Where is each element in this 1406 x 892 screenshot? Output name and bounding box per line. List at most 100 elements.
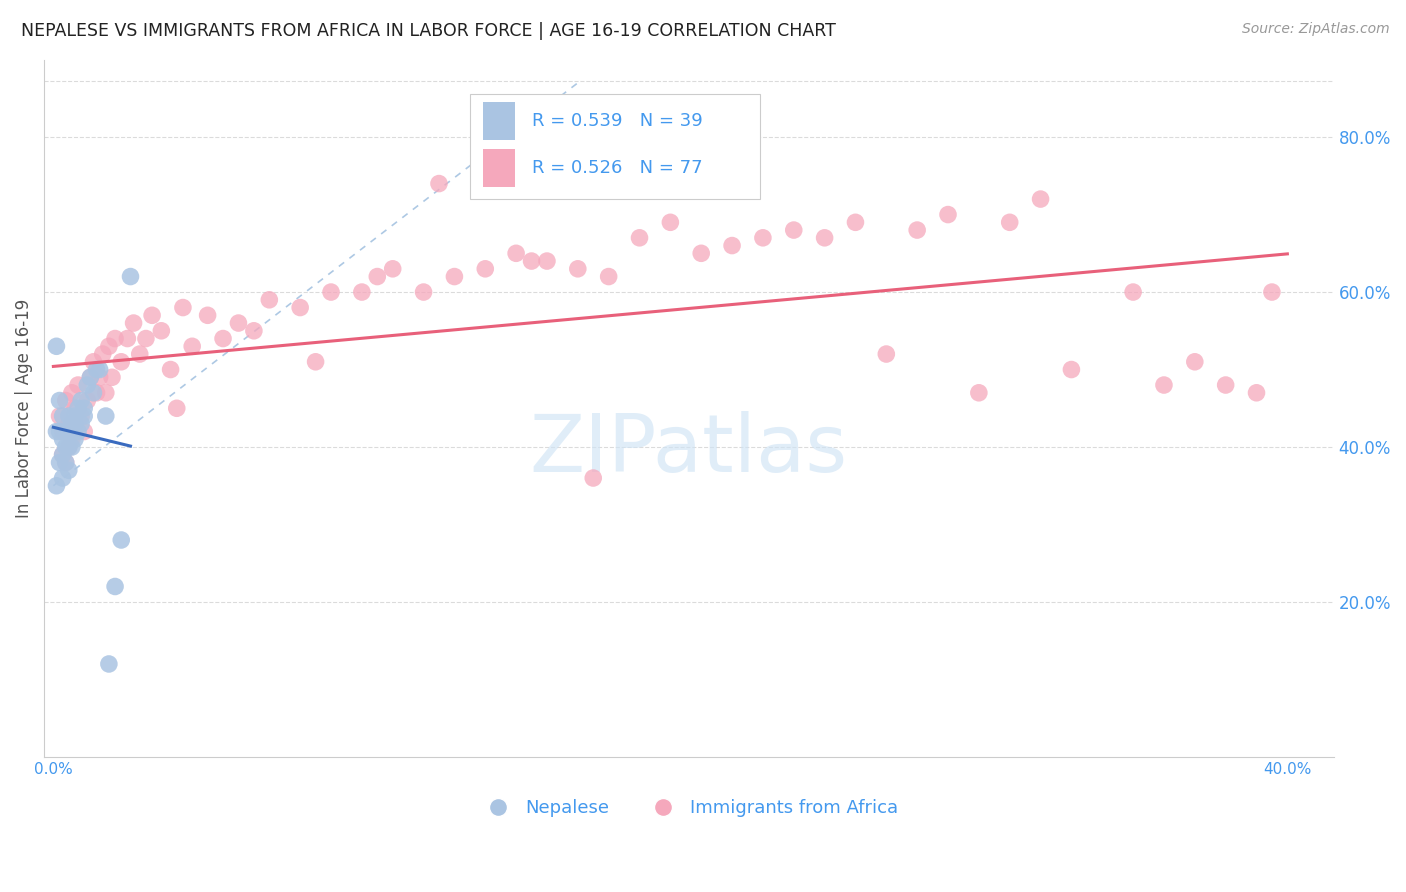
Point [1184,355,1206,369]
Point [505,246,527,260]
Point [73,401,96,416]
Point [135,332,157,346]
Point [86,362,108,376]
Point [82,385,104,400]
Point [60,385,83,400]
Point [58,425,80,439]
Point [63,417,86,431]
Point [48,425,70,439]
Text: Source: ZipAtlas.com: Source: ZipAtlas.com [1241,22,1389,37]
Point [536,254,558,268]
Text: NEPALESE VS IMMIGRANTS FROM AFRICA IN LABOR FORCE | AGE 16-19 CORRELATION CHART: NEPALESE VS IMMIGRANTS FROM AFRICA IN LA… [21,22,837,40]
Point [89,370,111,384]
Point [60,440,83,454]
Point [875,347,897,361]
Point [55,393,77,408]
Point [63,417,86,431]
Point [350,285,373,299]
Point [998,215,1021,229]
Point [598,269,620,284]
Point [243,324,266,338]
Point [304,355,326,369]
Point [60,417,83,431]
Point [117,332,139,346]
Point [79,370,101,384]
Point [48,456,70,470]
Point [166,401,188,416]
Point [141,308,163,322]
Text: ZIPatlas: ZIPatlas [530,411,848,489]
Point [67,425,90,439]
Point [52,425,75,439]
Point [73,409,96,423]
Point [91,347,114,361]
Point [427,177,450,191]
Point [1029,192,1052,206]
Text: R = 0.539   N = 39: R = 0.539 N = 39 [531,112,703,130]
Point [690,246,713,260]
Point [659,215,682,229]
Point [110,533,132,547]
Point [48,393,70,408]
Point [443,269,465,284]
Point [101,370,124,384]
Point [76,393,98,408]
Point [228,316,250,330]
Point [67,401,90,416]
Point [181,339,204,353]
Point [52,409,75,423]
FancyBboxPatch shape [470,95,759,199]
Point [45,425,67,439]
Point [58,440,80,454]
Point [97,339,120,353]
Point [1261,285,1284,299]
Point [76,378,98,392]
Point [55,425,77,439]
Point [319,285,342,299]
Point [1060,362,1083,376]
Point [70,409,93,423]
Point [120,269,142,284]
Point [52,471,75,485]
Point [905,223,928,237]
Point [381,261,404,276]
Point [172,301,194,315]
Point [1153,378,1175,392]
Point [104,580,127,594]
Point [52,432,75,446]
Point [197,308,219,322]
Point [212,332,235,346]
Point [259,293,281,307]
Point [288,301,311,315]
Point [45,479,67,493]
Point [58,440,80,454]
Point [582,471,605,485]
Point [94,409,117,423]
Point [150,324,173,338]
Point [1246,385,1268,400]
Point [52,448,75,462]
Point [567,261,589,276]
FancyBboxPatch shape [482,148,515,186]
Point [55,456,77,470]
Point [58,409,80,423]
Point [63,401,86,416]
Point [122,316,145,330]
Point [813,231,835,245]
Point [60,432,83,446]
Point [936,208,959,222]
Legend: Nepalese, Immigrants from Africa: Nepalese, Immigrants from Africa [472,792,905,824]
Point [55,440,77,454]
Point [58,463,80,477]
Point [104,332,127,346]
Point [1215,378,1237,392]
Point [89,362,111,376]
Point [474,261,496,276]
Point [79,370,101,384]
Point [86,385,108,400]
Point [94,385,117,400]
Point [520,254,543,268]
Point [97,657,120,671]
Point [70,393,93,408]
Point [1122,285,1144,299]
